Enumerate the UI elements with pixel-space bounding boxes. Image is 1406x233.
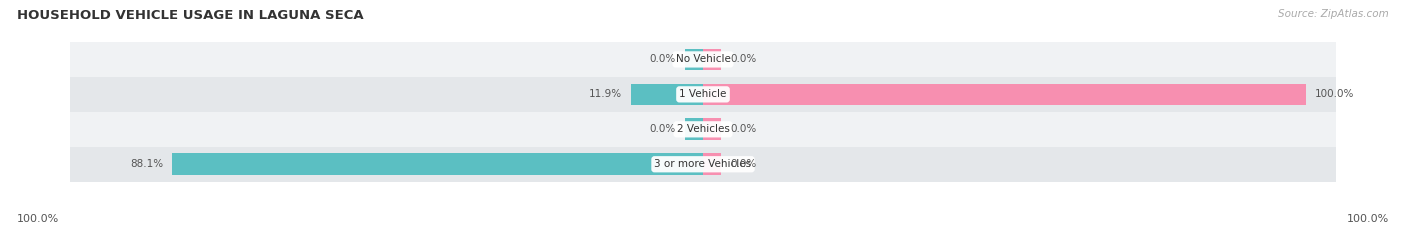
Text: 1 Vehicle: 1 Vehicle (679, 89, 727, 99)
Text: HOUSEHOLD VEHICLE USAGE IN LAGUNA SECA: HOUSEHOLD VEHICLE USAGE IN LAGUNA SECA (17, 9, 364, 22)
Text: 100.0%: 100.0% (1347, 214, 1389, 224)
Bar (685, 118, 703, 140)
Bar (685, 49, 703, 70)
Legend: Owner-occupied, Renter-occupied: Owner-occupied, Renter-occupied (572, 230, 834, 233)
Text: 100.0%: 100.0% (17, 214, 59, 224)
Text: Source: ZipAtlas.com: Source: ZipAtlas.com (1278, 9, 1389, 19)
Text: No Vehicle: No Vehicle (675, 55, 731, 64)
Text: 11.9%: 11.9% (589, 89, 623, 99)
Bar (703, 49, 721, 70)
Bar (703, 118, 721, 140)
Text: 0.0%: 0.0% (650, 55, 676, 64)
Text: 2 Vehicles: 2 Vehicles (676, 124, 730, 134)
Bar (703, 153, 721, 175)
Bar (703, 83, 1306, 105)
Bar (70, 77, 1336, 112)
Bar (172, 153, 703, 175)
Text: 0.0%: 0.0% (730, 55, 756, 64)
Text: 0.0%: 0.0% (730, 124, 756, 134)
Bar (70, 42, 1336, 77)
Bar (631, 83, 703, 105)
Text: 100.0%: 100.0% (1315, 89, 1354, 99)
Text: 0.0%: 0.0% (650, 124, 676, 134)
Text: 88.1%: 88.1% (129, 159, 163, 169)
Bar (70, 112, 1336, 147)
Bar (70, 147, 1336, 182)
Text: 3 or more Vehicles: 3 or more Vehicles (654, 159, 752, 169)
Text: 0.0%: 0.0% (730, 159, 756, 169)
